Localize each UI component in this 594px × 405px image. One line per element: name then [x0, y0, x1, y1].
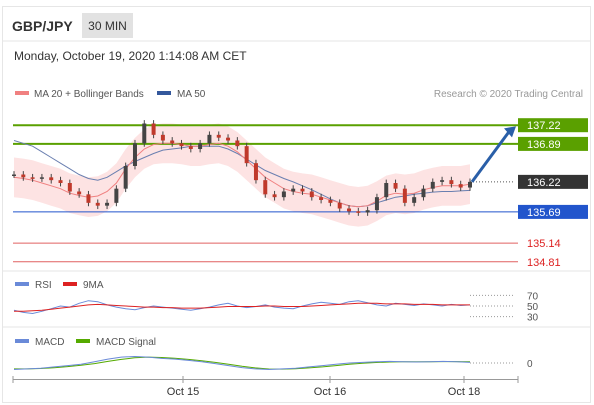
- price-candle-body: [21, 174, 26, 178]
- price-candle-body: [179, 143, 184, 147]
- rsi-tick-label: 50: [527, 302, 539, 313]
- level-badge-resistance: [518, 118, 588, 133]
- price-candle-body: [272, 194, 277, 198]
- price-candle-body: [216, 134, 221, 138]
- price-candle-body: [319, 197, 324, 200]
- price-candle-body: [300, 188, 305, 192]
- rsi-ma-legend-label: 9MA: [83, 280, 104, 291]
- datetime-text: Monday, October 19, 2020 1:14:08 AM CET: [14, 49, 247, 63]
- pair-title: GBP/JPY: [12, 18, 73, 34]
- last-price-badge: [518, 174, 588, 189]
- price-candle-body: [347, 208, 352, 212]
- price-candle-body: [309, 191, 314, 198]
- price-candle-body: [105, 202, 110, 206]
- x-axis: Oct 15 Oct 16 Oct 18: [12, 376, 519, 398]
- price-candle-body: [253, 163, 258, 181]
- x-tick-label: Oct 18: [448, 386, 480, 398]
- level-label-resistance: 136.89: [527, 139, 561, 151]
- price-candle-body: [142, 123, 147, 144]
- price-candle-body: [77, 191, 82, 195]
- price-candle-body: [160, 134, 165, 141]
- rsi-legend-label: RSI: [35, 280, 52, 291]
- price-candle-body: [151, 123, 156, 135]
- support-level-label: 134.81: [527, 257, 561, 269]
- price-candle-body: [67, 183, 72, 192]
- price-candle-body: [263, 180, 268, 195]
- price-candle-body: [12, 174, 16, 176]
- price-candle-body: [188, 146, 193, 149]
- credit-text: Research © 2020 Trading Central: [434, 89, 583, 100]
- price-candle-body: [356, 211, 361, 213]
- price-candle-body: [374, 197, 379, 211]
- level-badge-pivot: [518, 204, 588, 219]
- price-candle-body: [226, 137, 231, 141]
- price-candle-body: [58, 180, 63, 183]
- price-candle-body: [39, 177, 44, 179]
- x-tick-label: Oct 15: [167, 386, 199, 398]
- ma20-legend-swatch: [15, 91, 29, 95]
- ma50-legend-label: MA 50: [177, 89, 206, 100]
- macd-signal-legend-label: MACD Signal: [96, 337, 156, 348]
- rsi-ma-line: [14, 302, 470, 312]
- price-candle-body: [402, 188, 407, 203]
- x-tick-label: Oct 16: [314, 386, 346, 398]
- price-candle-body: [170, 140, 175, 144]
- price-candle-body: [365, 210, 370, 213]
- price-candle-body: [123, 166, 128, 189]
- level-badge-resistance: [518, 136, 588, 151]
- price-candle-body: [430, 181, 435, 189]
- macd-line: [13, 355, 471, 371]
- price-candle-body: [207, 134, 212, 144]
- forecast-arrow-shaft: [470, 129, 512, 183]
- price-candle-body: [281, 191, 286, 198]
- price-candle-body: [440, 180, 445, 182]
- price-candle-body: [114, 188, 119, 203]
- price-candle-body: [198, 143, 203, 149]
- rsi-legend-swatch: [15, 282, 29, 286]
- price-candle-body: [468, 181, 472, 188]
- price-candle-body: [86, 194, 91, 203]
- macd-legend-swatch: [15, 339, 29, 343]
- price-candle-body: [244, 146, 249, 164]
- forecast-arrow-head: [504, 126, 516, 138]
- bollinger-band: [14, 123, 470, 227]
- price-candle-body: [449, 180, 454, 185]
- chart-border: [2, 6, 591, 403]
- price-candle-body: [132, 143, 137, 166]
- rsi-ma-legend-swatch: [63, 282, 77, 286]
- price-candle-body: [458, 184, 463, 188]
- rsi-tick-label: 70: [527, 291, 539, 302]
- price-candle-body: [337, 202, 342, 209]
- price-candle-body: [95, 202, 100, 206]
- level-label-pivot: 135.69: [527, 207, 561, 219]
- price-candle-body: [291, 188, 296, 192]
- interval-label: 30 MIN: [88, 19, 127, 33]
- macd-signal-legend-swatch: [76, 339, 90, 343]
- macd-tick-label: 0: [527, 359, 533, 370]
- macd-legend-label: MACD: [35, 337, 64, 348]
- level-label-resistance: 137.22: [527, 120, 561, 132]
- price-panel: 137.22 136.89 136.22 135.69 135.14 134.81: [12, 118, 588, 269]
- rsi-line: [13, 300, 471, 315]
- price-candle-body: [412, 197, 417, 203]
- price-candle-body: [384, 183, 389, 198]
- rsi-tick-label: 30: [527, 313, 539, 324]
- price-candle-body: [421, 188, 426, 198]
- price-candle-body: [30, 177, 35, 179]
- price-candle-body: [235, 140, 240, 147]
- price-candle-body: [393, 183, 398, 189]
- macd-panel: 0: [13, 355, 533, 371]
- price-candle-body: [328, 200, 333, 203]
- ma50-legend-swatch: [157, 91, 171, 95]
- support-level-label: 135.14: [527, 238, 561, 250]
- last-price-label: 136.22: [527, 177, 561, 189]
- interval-badge[interactable]: 30 MIN: [82, 13, 133, 38]
- price-candle-body: [49, 177, 54, 181]
- ma20-legend-label: MA 20 + Bollinger Bands: [34, 89, 144, 100]
